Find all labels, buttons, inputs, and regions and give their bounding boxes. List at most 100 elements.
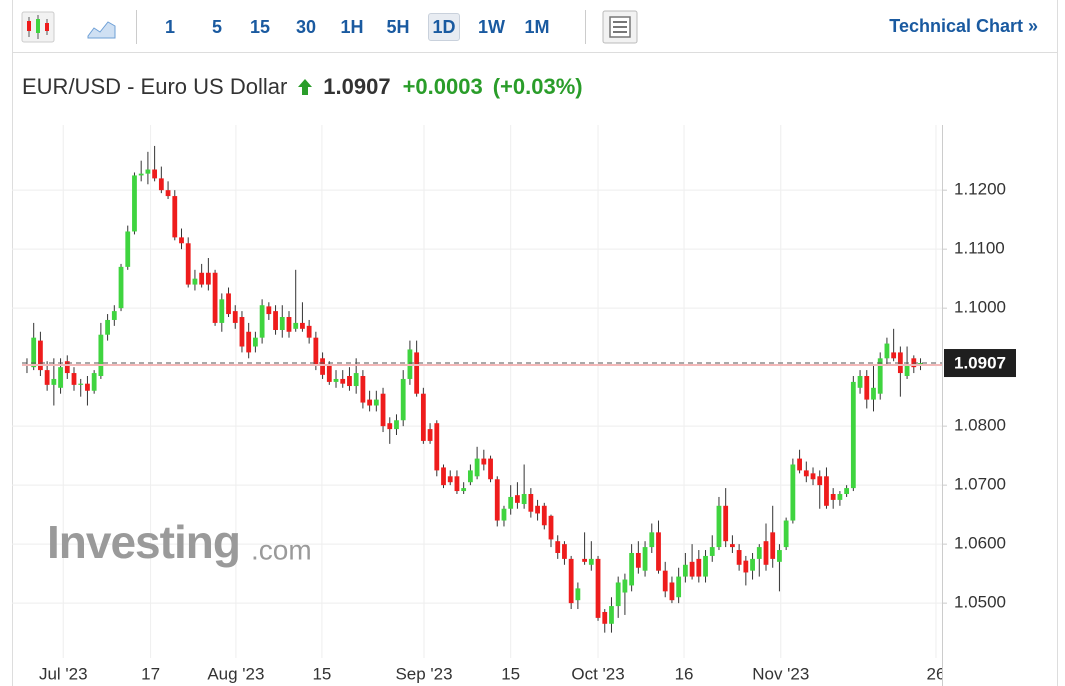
candle-body bbox=[118, 266, 124, 309]
candle-body bbox=[232, 311, 238, 323]
x-axis: Jul '23 17 Aug '23 15 Sep '23 15 Oct '23 16 Nov … bbox=[39, 664, 942, 683]
candle-body bbox=[71, 373, 77, 385]
candle-body bbox=[669, 582, 675, 601]
candle-body bbox=[145, 169, 151, 174]
candle-body bbox=[64, 361, 70, 374]
candle-body bbox=[158, 178, 164, 191]
x-tick-label: 15 bbox=[501, 664, 520, 683]
candle-body bbox=[78, 383, 84, 385]
candle-body bbox=[286, 317, 292, 332]
interval-button[interactable]: 1M bbox=[524, 17, 550, 37]
candle-body bbox=[508, 496, 514, 509]
interval-button[interactable]: 5H bbox=[386, 17, 410, 37]
candle-body bbox=[535, 505, 540, 514]
y-tick-label: 1.0800 bbox=[954, 416, 1006, 435]
candle-body bbox=[662, 570, 668, 592]
toolbar-icons bbox=[21, 10, 638, 44]
watermark-brand: Investing bbox=[47, 516, 240, 568]
interval-button[interactable]: 5 bbox=[211, 17, 222, 37]
candle-body bbox=[373, 399, 379, 406]
candle-body bbox=[743, 560, 749, 573]
percent-change: (+0.03%) bbox=[492, 74, 583, 99]
y-tick-label: 1.0500 bbox=[954, 593, 1006, 612]
candle-body bbox=[300, 322, 305, 329]
x-tick-label: Jul '23 bbox=[39, 664, 88, 683]
candle-body bbox=[689, 561, 695, 577]
candle-body bbox=[91, 373, 97, 391]
candle-body bbox=[293, 322, 299, 329]
candle-body bbox=[871, 387, 876, 400]
candle-body bbox=[434, 423, 440, 471]
x-tick-label: Aug '23 bbox=[207, 664, 264, 683]
candle-body bbox=[380, 393, 386, 427]
last-price: 1.0907 bbox=[323, 74, 391, 99]
candle-body bbox=[716, 505, 722, 548]
candle-body bbox=[179, 237, 184, 244]
candle-body bbox=[904, 364, 910, 377]
toolbar: 1 5 15 30 1H 5H 1D 1W 1M Technical Chart » bbox=[12, 0, 1058, 53]
candle-body bbox=[353, 373, 359, 387]
candle-body bbox=[31, 337, 37, 368]
candle-body bbox=[918, 363, 923, 365]
candle-body bbox=[427, 429, 433, 441]
candle-body bbox=[830, 493, 836, 500]
interval-button[interactable]: 1D bbox=[428, 13, 460, 41]
candle-body bbox=[279, 317, 285, 330]
candle-body bbox=[696, 558, 702, 577]
candle-body bbox=[420, 393, 426, 441]
candle-body bbox=[817, 476, 823, 486]
candle-body bbox=[850, 381, 856, 489]
candle-body bbox=[239, 317, 245, 347]
candle-body bbox=[562, 544, 567, 559]
candle-body bbox=[884, 343, 890, 359]
area-icon[interactable] bbox=[87, 21, 116, 39]
candle-body bbox=[810, 473, 816, 480]
candle-body bbox=[192, 278, 198, 285]
x-tick-label: 17 bbox=[141, 664, 160, 683]
candle-body bbox=[488, 458, 493, 480]
interval-button[interactable]: 1 bbox=[164, 17, 175, 37]
candle-body bbox=[555, 541, 561, 553]
candle-body bbox=[58, 367, 63, 388]
candle-body bbox=[622, 579, 628, 593]
candle-body bbox=[259, 305, 265, 338]
candle-body bbox=[481, 458, 487, 465]
candle-body bbox=[864, 376, 870, 400]
candle-body bbox=[756, 547, 762, 559]
candle-body bbox=[320, 358, 325, 375]
price-change: +0.0003 bbox=[402, 74, 483, 99]
candle-body bbox=[824, 476, 829, 506]
candle-body bbox=[306, 325, 312, 338]
interval-button[interactable]: 1H bbox=[340, 17, 364, 37]
candle-body bbox=[252, 337, 258, 347]
candle-body bbox=[474, 458, 480, 477]
candle-body bbox=[199, 272, 205, 285]
watermark: Investing .com bbox=[47, 516, 312, 568]
table-glyph bbox=[609, 16, 631, 38]
candle-body bbox=[723, 505, 729, 542]
price-tag-label: 1.0907 bbox=[954, 354, 1006, 373]
candle-body bbox=[205, 272, 211, 285]
x-tick-label: Sep '23 bbox=[395, 664, 452, 683]
interval-button[interactable]: 1W bbox=[478, 17, 505, 37]
candle-body bbox=[783, 520, 789, 548]
technical-chart-link[interactable]: Technical Chart » bbox=[889, 16, 1038, 36]
y-tick-label: 1.1000 bbox=[954, 298, 1006, 317]
candle-body bbox=[703, 555, 708, 577]
y-tick-label: 1.0700 bbox=[954, 475, 1006, 494]
candle-body bbox=[138, 173, 144, 176]
candle-body bbox=[98, 334, 104, 377]
interval-button[interactable]: 15 bbox=[249, 17, 271, 37]
candle-body bbox=[844, 488, 850, 494]
interval-button[interactable]: 30 bbox=[295, 17, 317, 37]
candle-body bbox=[51, 378, 57, 385]
candle-body bbox=[246, 331, 252, 353]
candle-body bbox=[682, 564, 688, 577]
candle-body bbox=[105, 319, 110, 335]
candle-body bbox=[387, 423, 393, 430]
candle-body bbox=[172, 196, 178, 238]
candle-body bbox=[897, 352, 903, 374]
x-tick-label: 15 bbox=[312, 664, 331, 683]
